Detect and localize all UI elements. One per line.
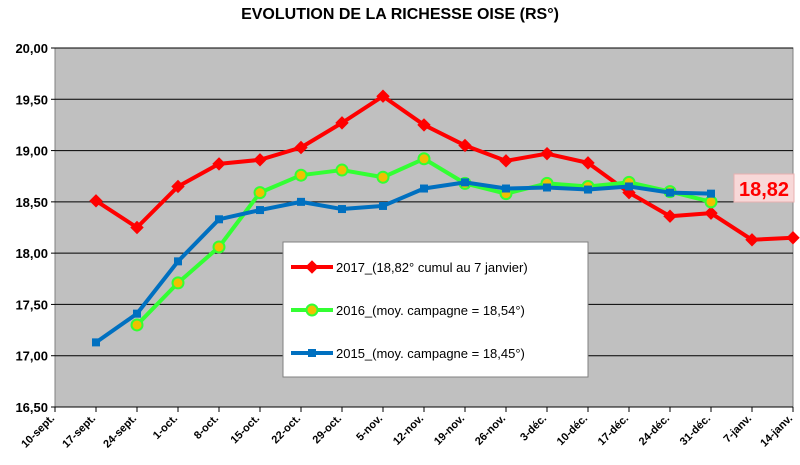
data-point-diamond xyxy=(294,140,308,155)
data-point-square xyxy=(133,309,141,318)
data-point-diamond xyxy=(540,146,554,161)
data-point-square xyxy=(666,188,674,197)
y-tick-label: 18,00 xyxy=(15,246,48,261)
x-tick-label: 10-déc. xyxy=(555,413,590,448)
data-point-square xyxy=(707,189,715,198)
data-point-circle xyxy=(171,276,185,290)
x-tick-label: 12-nov. xyxy=(391,413,426,448)
annotation-box xyxy=(733,173,795,203)
legend-label: 2016_(moy. campagne = 18,54°) xyxy=(336,303,525,318)
data-point-diamond xyxy=(417,118,431,132)
legend-label: 2017_(18,82° cumul au 7 janvier) xyxy=(336,260,528,275)
annotation-text: 18,82 xyxy=(739,179,789,201)
data-point-circle xyxy=(376,170,390,184)
data-point-square xyxy=(379,201,387,210)
data-point-square xyxy=(215,215,223,224)
data-point-circle xyxy=(294,168,308,182)
x-tick-label: 14-janv. xyxy=(758,413,795,450)
data-point-diamond xyxy=(253,153,267,167)
x-tick-label: 8-oct. xyxy=(192,413,221,442)
data-point-circle xyxy=(704,195,718,209)
x-tick-label: 5-nov. xyxy=(354,413,385,444)
y-tick-label: 18,50 xyxy=(15,195,48,210)
series-path xyxy=(94,180,712,345)
data-point-square xyxy=(338,205,346,214)
data-point-diamond xyxy=(786,231,800,245)
x-tick-label: 17-sept. xyxy=(60,413,98,451)
data-point-square xyxy=(584,185,592,194)
x-tick-label: 3-déc. xyxy=(518,413,549,444)
data-point-diamond xyxy=(458,138,472,153)
data-point-square xyxy=(625,182,633,191)
data-point-square xyxy=(297,197,305,206)
y-tick-label: 16,50 xyxy=(15,400,48,415)
data-point-square xyxy=(420,184,428,193)
x-tick-label: 19-nov. xyxy=(432,413,467,448)
x-tick-label: 24-déc. xyxy=(637,413,672,448)
data-point-diamond xyxy=(499,154,513,168)
data-point-circle xyxy=(417,152,431,166)
data-point-diamond xyxy=(171,179,185,194)
x-tick-label: 31-déc. xyxy=(678,413,713,448)
data-point-square xyxy=(461,178,469,187)
data-point-square xyxy=(502,184,510,193)
data-point-square xyxy=(256,206,264,215)
data-point-diamond xyxy=(663,209,677,223)
data-point-circle xyxy=(305,303,319,317)
data-point-square xyxy=(308,349,316,357)
legend-label: 2015_(moy. campagne = 18,45°) xyxy=(336,346,525,361)
data-point-diamond xyxy=(305,260,319,274)
legend-box xyxy=(282,241,589,378)
x-tick-label: 15-oct. xyxy=(229,413,263,447)
x-tick-label: 10-sept. xyxy=(19,413,57,451)
data-point-square xyxy=(543,183,551,192)
data-point-square xyxy=(92,338,100,347)
y-tick-label: 19,50 xyxy=(15,92,48,107)
x-tick-label: 17-déc. xyxy=(596,413,631,448)
x-tick-label: 24-sept. xyxy=(101,413,139,451)
data-point-diamond xyxy=(212,157,226,171)
value-annotation: 18,82 xyxy=(733,173,795,203)
data-point-diamond xyxy=(335,116,349,130)
x-tick-label: 26-nov. xyxy=(473,413,508,448)
data-point-diamond xyxy=(745,233,759,247)
x-tick-label: 29-oct. xyxy=(311,413,345,447)
y-tick-label: 17,00 xyxy=(15,349,48,364)
y-tick-label: 20,00 xyxy=(15,41,48,56)
data-point-diamond xyxy=(130,220,144,235)
series-line-2017 xyxy=(89,89,800,247)
data-point-diamond xyxy=(376,89,390,103)
series-line-2015 xyxy=(92,178,715,347)
y-tick-label: 19,00 xyxy=(15,144,48,159)
data-point-circle xyxy=(130,318,144,332)
x-tick-label: 7-janv. xyxy=(722,413,755,446)
y-tick-label: 17,50 xyxy=(15,297,48,312)
data-point-diamond xyxy=(581,156,595,170)
legend: 2017_(18,82° cumul au 7 janvier) 2016_(mo… xyxy=(282,241,589,378)
series-path xyxy=(94,94,794,242)
data-point-diamond xyxy=(89,194,103,208)
data-point-diamond xyxy=(704,206,718,220)
data-point-circle xyxy=(212,240,226,254)
x-tick-label: 1-oct. xyxy=(151,413,180,442)
x-tick-label: 22-oct. xyxy=(270,413,304,447)
data-point-square xyxy=(174,257,182,266)
data-point-circle xyxy=(335,163,349,177)
data-point-circle xyxy=(253,186,267,200)
chart-title: EVOLUTION DE LA RICHESSE OISE (RS°) xyxy=(241,6,559,23)
